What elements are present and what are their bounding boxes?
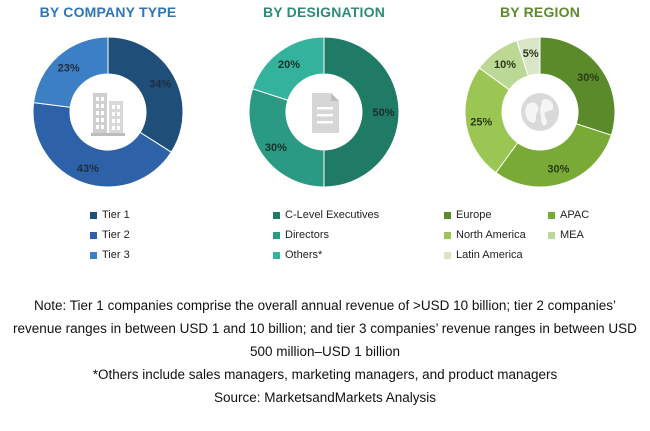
note-line-3: 500 million–USD 1 billion (249, 344, 401, 359)
legend-item-c-level-executives: C-Level Executives (273, 205, 379, 225)
slice-tier-3 (33, 36, 109, 108)
slice-label-mea: 10% (494, 59, 516, 71)
legend-swatch (90, 211, 97, 219)
legend-label: Directors (285, 229, 330, 241)
legend-label: Tier 2 (102, 229, 130, 241)
slice-label-directors: 30% (265, 142, 287, 154)
legend-label: MEA (560, 229, 584, 241)
document-icon (312, 93, 339, 133)
designation-legend: C-Level Executives Directors Others* (273, 205, 379, 265)
legend-swatch (273, 231, 280, 239)
company-type-donut: 34% 43% 23% (32, 36, 184, 188)
region-title: BY REGION (499, 4, 581, 20)
legend-item-europe: Europe (444, 205, 548, 225)
region-donut: 30% 30% 25% 10% 5% (464, 36, 616, 188)
source-note: Source: MarketsandMarkets Analysis (213, 390, 437, 405)
donut-hole (71, 75, 145, 149)
legend-swatch (548, 211, 555, 219)
slice-label-others: 20% (278, 59, 300, 71)
legend-item-apac: APAC (548, 205, 628, 225)
legend-swatch (273, 251, 280, 259)
slice-label-c-level-executives: 50% (372, 107, 394, 119)
legend-label: Others* (285, 249, 323, 261)
slice-apac (495, 123, 612, 188)
slice-label-europe: 30% (577, 72, 599, 84)
slice-label-north-america: 25% (470, 116, 492, 128)
legend-label: Latin America (456, 249, 523, 261)
company-type-title: BY COMPANY TYPE (39, 4, 177, 20)
legend-item-north-america: North America (444, 225, 548, 245)
legend-label: C-Level Executives (285, 209, 380, 221)
legend-label: Europe (456, 209, 492, 221)
notes: Note: Tier 1 companies comprise the over… (0, 294, 650, 409)
legend-item-tier-3: Tier 3 (90, 245, 130, 265)
slice-directors (248, 88, 325, 188)
slice-label-tier-1: 34% (149, 78, 171, 90)
legend-item-tier-2: Tier 2 (90, 225, 130, 245)
note-line-2: revenue ranges in between USD 1 and 10 b… (13, 321, 637, 336)
designation-donut: 50% 30% 20% (248, 36, 400, 188)
slice-latin-america (516, 36, 541, 77)
slice-others (252, 36, 325, 101)
building-icon (91, 93, 125, 136)
slice-tier-2 (32, 102, 173, 188)
legend-item-others: Others* (273, 245, 379, 265)
legend-swatch (444, 251, 451, 259)
slice-north-america (464, 67, 519, 174)
designation-title: BY DESIGNATION (262, 4, 386, 20)
legend-swatch (90, 251, 97, 259)
legend-swatch (548, 231, 555, 239)
slice-label-latin-america: 5% (523, 48, 539, 60)
globe-icon (521, 93, 559, 131)
legend-item-mea: MEA (548, 225, 628, 245)
legend-item-tier-1: Tier 1 (90, 205, 130, 225)
slice-label-tier-3: 23% (58, 62, 80, 74)
legend-item-directors: Directors (273, 225, 379, 245)
slice-label-apac: 30% (547, 164, 569, 176)
slice-tier-1 (107, 36, 184, 153)
legend-swatch (90, 231, 97, 239)
region-legend: Europe APAC North America MEA Latin America (444, 205, 628, 265)
legend-label: North America (456, 229, 526, 241)
legend-swatch (273, 211, 280, 219)
note-line-1: Note: Tier 1 companies comprise the over… (34, 298, 616, 313)
company-type-legend: Tier 1 Tier 2 Tier 3 (90, 205, 130, 265)
slice-label-tier-2: 43% (77, 163, 99, 175)
legend-label: Tier 1 (102, 209, 130, 221)
legend-swatch (444, 211, 451, 219)
legend-label: APAC (560, 209, 590, 221)
slice-europe (539, 36, 616, 136)
slice-c-level-executives (323, 36, 400, 188)
legend-item-latin-america: Latin America (444, 245, 548, 265)
legend-swatch (444, 231, 451, 239)
legend-label: Tier 3 (102, 249, 130, 261)
others-note: *Others include sales managers, marketin… (92, 367, 558, 382)
